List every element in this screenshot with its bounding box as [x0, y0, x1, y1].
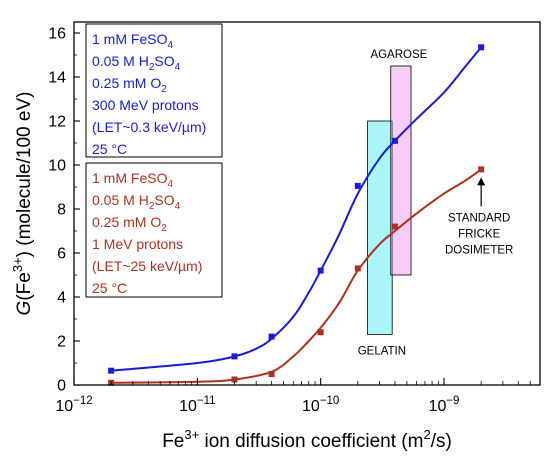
series-2-point	[231, 376, 238, 383]
y-tick-label: 10	[48, 158, 66, 175]
y-tick-label: 4	[57, 290, 66, 307]
annotation-arrow-head	[477, 177, 486, 186]
condition-box-2-line: 0.25 mM O2	[92, 214, 167, 234]
series-2-point	[478, 166, 485, 173]
series-2-fit-line	[111, 168, 482, 384]
series-2-point	[268, 371, 275, 377]
condition-box-2-line: 0.05 M H2SO4	[92, 192, 181, 212]
series-1-point	[268, 333, 275, 340]
x-axis-title: Fe3+ ion diffusion coefficient (m2/s)	[162, 427, 452, 452]
series-1-point	[231, 353, 238, 360]
condition-box-1-line: 25 °C	[92, 141, 127, 157]
condition-box-1-line: 0.05 M H2SO4	[92, 53, 181, 73]
series-1-point	[478, 44, 485, 51]
annotation-text: FRICKE	[458, 228, 501, 240]
condition-box-1	[85, 23, 223, 158]
series-2-point	[317, 329, 324, 336]
series-1-point	[391, 137, 398, 144]
series-1-point	[108, 367, 115, 374]
condition-box-2	[85, 162, 223, 298]
x-tick-label: 10−12	[55, 395, 92, 415]
series-2-point	[354, 265, 361, 272]
condition-box-2-line: 25 °C	[92, 280, 127, 296]
x-tick-label: 10−9	[429, 395, 460, 415]
series-1-point	[317, 267, 324, 274]
plot-frame	[73, 21, 541, 386]
region-label-agarose: AGAROSE	[370, 49, 427, 61]
y-tick-label: 6	[57, 246, 66, 263]
region-agarose	[390, 65, 412, 276]
condition-box-2-line: 1 MeV protons	[92, 236, 183, 252]
x-tick-label: 10−10	[302, 395, 339, 415]
y-axis-title: G(Fe3+) (molecule/100 eV)	[10, 92, 35, 316]
condition-box-2-line: 1 mM FeSO4	[92, 170, 173, 190]
condition-box-1-line: 1 mM FeSO4	[92, 31, 173, 51]
condition-box-1-line: 0.25 mM O2	[92, 75, 167, 95]
y-tick-label: 16	[48, 26, 66, 43]
series-1-fit-line	[111, 46, 482, 372]
condition-box-2-line: (LET~25 keV/µm)	[92, 258, 202, 274]
series-2-point	[391, 223, 398, 230]
region-label-gelatin: GELATIN	[358, 345, 406, 357]
condition-box-1-line: (LET~0.3 keV/µm)	[92, 119, 206, 135]
annotation-text: DOSIMETER	[445, 244, 513, 256]
y-tick-label: 8	[57, 202, 66, 219]
y-tick-label: 14	[48, 70, 66, 87]
y-tick-label: 2	[57, 334, 66, 351]
condition-box-1-line: 300 MeV protons	[92, 97, 199, 113]
region-gelatin	[367, 120, 393, 335]
y-tick-label: 0	[57, 378, 66, 395]
y-tick-label: 12	[48, 114, 66, 131]
series-1-point	[354, 182, 361, 189]
x-tick-label: 10−11	[179, 395, 215, 415]
annotation-text: STANDARD	[448, 212, 510, 224]
